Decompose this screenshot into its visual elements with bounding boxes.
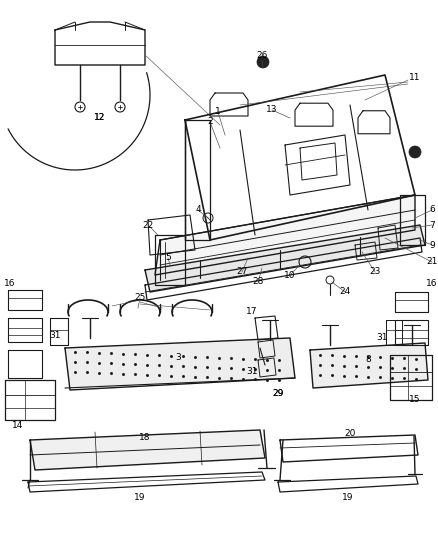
Text: 7: 7 bbox=[429, 221, 435, 230]
Text: 29: 29 bbox=[272, 389, 284, 398]
Polygon shape bbox=[145, 225, 425, 292]
Text: 31: 31 bbox=[376, 334, 388, 343]
Text: 29: 29 bbox=[272, 389, 284, 398]
Text: 26: 26 bbox=[256, 51, 268, 60]
Polygon shape bbox=[30, 430, 265, 470]
Text: 18: 18 bbox=[139, 432, 151, 441]
Text: 4: 4 bbox=[195, 206, 201, 214]
Polygon shape bbox=[310, 343, 428, 388]
Text: 12: 12 bbox=[94, 114, 106, 123]
Text: 19: 19 bbox=[342, 494, 354, 503]
Text: 22: 22 bbox=[142, 221, 154, 230]
Text: 16: 16 bbox=[4, 279, 16, 287]
Polygon shape bbox=[65, 338, 295, 390]
Text: 28: 28 bbox=[252, 278, 264, 287]
Text: 6: 6 bbox=[429, 206, 435, 214]
Text: 16: 16 bbox=[426, 279, 438, 287]
Text: 15: 15 bbox=[409, 395, 421, 405]
Text: 12: 12 bbox=[94, 114, 106, 123]
Text: 9: 9 bbox=[429, 240, 435, 249]
Text: 27: 27 bbox=[237, 268, 247, 277]
Text: 10: 10 bbox=[284, 271, 296, 279]
Text: 8: 8 bbox=[365, 356, 371, 365]
Text: 31: 31 bbox=[49, 330, 61, 340]
Text: 2: 2 bbox=[207, 117, 213, 126]
Text: 24: 24 bbox=[339, 287, 351, 296]
Circle shape bbox=[257, 56, 269, 68]
Text: 19: 19 bbox=[134, 494, 146, 503]
Text: 21: 21 bbox=[426, 257, 438, 266]
Text: 20: 20 bbox=[344, 429, 356, 438]
Circle shape bbox=[409, 146, 421, 158]
Text: 11: 11 bbox=[409, 74, 421, 83]
Text: 14: 14 bbox=[12, 421, 24, 430]
Text: 25: 25 bbox=[134, 294, 146, 303]
Text: 1: 1 bbox=[215, 108, 221, 117]
Text: 5: 5 bbox=[165, 254, 171, 262]
Text: 3: 3 bbox=[175, 353, 181, 362]
Text: 17: 17 bbox=[246, 308, 258, 317]
Text: 31: 31 bbox=[246, 367, 258, 376]
Polygon shape bbox=[155, 195, 415, 275]
Text: 23: 23 bbox=[369, 268, 381, 277]
Text: 13: 13 bbox=[266, 106, 278, 115]
